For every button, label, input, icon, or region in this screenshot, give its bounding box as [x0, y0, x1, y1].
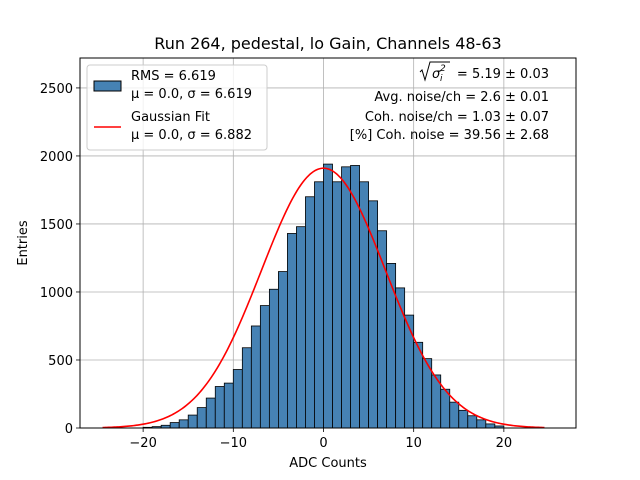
histogram-bar — [476, 419, 487, 429]
histogram-bars — [142, 163, 505, 429]
gaussian-fit-layer — [102, 167, 545, 429]
histogram-bar — [277, 271, 288, 429]
histogram-bar — [368, 200, 378, 429]
histogram-bar — [413, 341, 424, 429]
histogram-bar — [178, 419, 189, 429]
histogram-bar — [449, 401, 460, 429]
y-tick-label: 1500 — [40, 218, 73, 233]
histogram-bar — [386, 263, 397, 429]
sigma-symbol: σ — [432, 67, 441, 82]
y-tick-label: 500 — [48, 354, 73, 369]
annotation-sqrt-sigma: σ 2 i = 5.19 ± 0.03 — [419, 61, 549, 84]
histogram-bar — [305, 196, 315, 429]
histogram-bar — [296, 226, 306, 429]
histogram-bar — [458, 409, 469, 429]
legend-histogram-swatch — [93, 80, 122, 92]
histogram-bar — [232, 369, 243, 429]
histogram-bar — [467, 415, 478, 429]
x-tick-label: 0 — [319, 436, 327, 451]
histogram-bar — [314, 181, 324, 429]
legend-fit-label-line2: μ = 0.0, σ = 6.882 — [131, 128, 252, 143]
noise-annotations: σ 2 i = 5.19 ± 0.03 Avg. noise/ch = 2.6 … — [350, 61, 549, 143]
legend-box — [86, 64, 268, 151]
annotation-coh-noise: Coh. noise/ch = 1.03 ± 0.07 — [365, 110, 549, 125]
chart-title: Run 264, pedestal, lo Gain, Channels 48-… — [154, 34, 501, 53]
sqrt-symbol-icon — [419, 61, 450, 82]
annotation-sqrt-sigma-value: = 5.19 ± 0.03 — [457, 67, 549, 82]
y-axis-ticks: 0 500 1000 1500 2000 2500 — [40, 82, 80, 437]
x-tick-label: −20 — [129, 436, 156, 451]
histogram-bar — [214, 386, 225, 429]
y-tick-label: 1000 — [40, 286, 73, 301]
histogram-bar — [287, 233, 297, 429]
histogram-bar — [395, 287, 406, 429]
histogram-bar — [341, 166, 351, 429]
plot-frame — [79, 57, 577, 429]
histogram-bar — [196, 407, 207, 429]
x-axis-label: ADC Counts — [289, 456, 367, 471]
y-tick-label: 0 — [65, 422, 73, 437]
histogram-bar — [485, 423, 496, 429]
histogram-bar — [241, 347, 252, 429]
histogram-bar — [259, 305, 270, 429]
histogram-bar — [323, 163, 333, 429]
y-axis-label: Entries — [16, 220, 31, 266]
histogram-bar — [250, 325, 261, 429]
x-tick-label: 20 — [496, 436, 513, 451]
x-axis-ticks: −20 −10 0 10 20 — [129, 428, 512, 451]
sigma-superscript: 2 — [440, 64, 446, 74]
legend-histogram-label-line2: μ = 0.0, σ = 6.619 — [131, 87, 252, 102]
histogram-bar — [268, 288, 279, 429]
legend-histogram-label-line1: RMS = 6.619 — [131, 69, 216, 84]
x-tick-label: −10 — [220, 436, 247, 451]
annotation-coh-noise-percent: [%] Coh. noise = 39.56 ± 2.68 — [350, 128, 549, 143]
histogram-bar — [169, 422, 180, 429]
histogram-bar — [332, 181, 342, 429]
sigma-subscript: i — [440, 74, 443, 84]
y-tick-label: 2000 — [40, 150, 73, 165]
y-tick-label: 2500 — [40, 82, 73, 97]
histogram-bar — [440, 388, 451, 429]
histogram-bar — [223, 382, 234, 429]
x-tick-label: 10 — [405, 436, 422, 451]
gaussian-fit-curve — [102, 167, 545, 429]
legend: RMS = 6.619 μ = 0.0, σ = 6.619 Gaussian … — [86, 64, 268, 151]
histogram-bar — [187, 414, 198, 429]
legend-fit-label-line1: Gaussian Fit — [131, 110, 210, 125]
annotation-avg-noise: Avg. noise/ch = 2.6 ± 0.01 — [374, 90, 549, 105]
histogram-bar — [404, 314, 415, 429]
histogram-bar — [205, 397, 216, 429]
